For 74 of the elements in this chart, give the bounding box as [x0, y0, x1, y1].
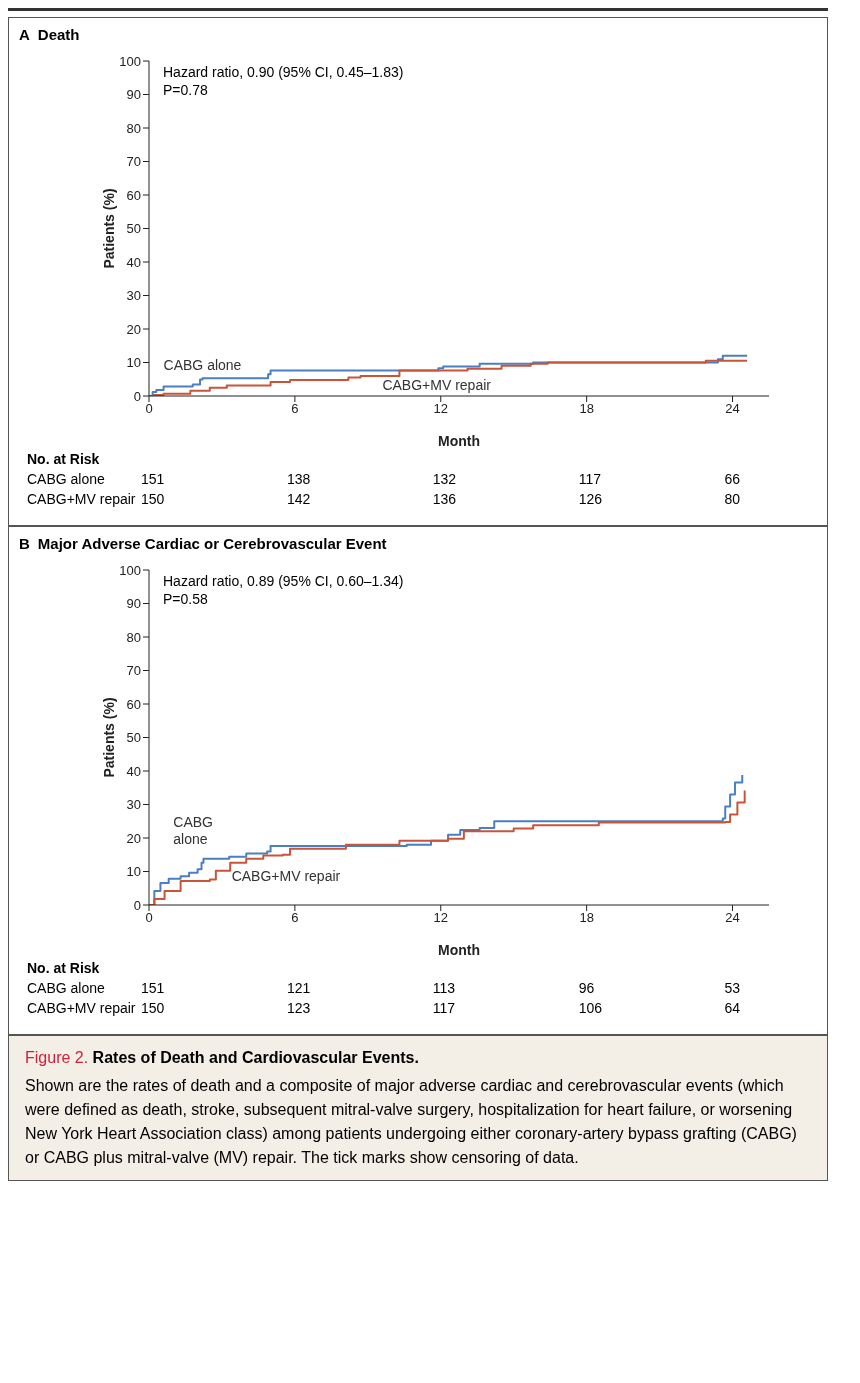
- text: 113: [432, 980, 456, 996]
- x-tick-label: 0: [145, 401, 153, 417]
- y-tick-label: 60: [126, 187, 141, 203]
- y-tick-label: 80: [126, 120, 141, 136]
- text: 136: [432, 491, 457, 507]
- series-label: CABG+MV repair: [382, 377, 492, 395]
- text: CABG alone: [27, 980, 105, 996]
- text: 126: [578, 491, 602, 507]
- text: 117: [578, 471, 601, 487]
- text: 138: [286, 471, 311, 487]
- y-tick-label: 90: [126, 87, 141, 103]
- text: 151: [141, 980, 165, 996]
- y-tick-label: 20: [126, 830, 141, 846]
- text: 106: [578, 1000, 602, 1016]
- y-tick-label: 50: [126, 221, 141, 237]
- text: No. at Risk: [27, 451, 100, 467]
- y-tick-label: 30: [126, 288, 141, 304]
- annotation: Hazard ratio, 0.90 (95% CI, 0.45–1.83): [163, 63, 404, 81]
- y-axis-title: Patients (%): [100, 697, 117, 778]
- x-tick-label: 6: [291, 910, 299, 926]
- series-label: CABG alone: [163, 357, 243, 375]
- text: 117: [432, 1000, 456, 1016]
- x-axis-title: Month: [438, 433, 480, 449]
- text: 151: [141, 471, 165, 487]
- y-tick-label: 60: [126, 696, 141, 712]
- x-tick-label: 24: [725, 910, 740, 926]
- text: CABG+MV repair: [27, 1000, 136, 1016]
- y-tick-label: 80: [126, 629, 141, 645]
- series-label: CABG+MV repair: [231, 868, 342, 886]
- y-tick-label: 30: [126, 797, 141, 813]
- text: 132: [432, 471, 457, 487]
- chart-title: B Major Adverse Cardiac or Cerebrovascular Event: [19, 535, 388, 552]
- y-tick-label: 40: [126, 254, 141, 270]
- x-tick-label: 18: [579, 910, 594, 926]
- text: 121: [286, 980, 311, 996]
- y-tick-label: 70: [126, 154, 141, 170]
- text: 66: [724, 471, 741, 487]
- text: CABG+MV repair: [27, 491, 136, 507]
- y-tick-label: 50: [126, 730, 141, 746]
- y-tick-label: 0: [133, 388, 141, 404]
- y-tick-label: 90: [126, 596, 141, 612]
- text: 96: [578, 980, 595, 996]
- y-tick-label: 10: [126, 864, 141, 880]
- x-tick-label: 18: [579, 401, 594, 417]
- x-tick-label: 12: [433, 401, 448, 417]
- chart-title: A Death: [19, 26, 81, 43]
- text: No. at Risk: [27, 960, 100, 976]
- y-tick-label: 70: [126, 663, 141, 679]
- text: 142: [286, 491, 311, 507]
- y-tick-label: 20: [126, 321, 141, 337]
- x-tick-label: 0: [145, 910, 153, 926]
- text: 64: [724, 1000, 741, 1016]
- x-tick-label: 12: [433, 910, 448, 926]
- x-tick-label: 24: [725, 401, 740, 417]
- y-tick-label: 10: [126, 355, 141, 371]
- x-tick-label: 6: [291, 401, 299, 417]
- text: Shown are the rates of death and a composite of major adverse cardiac and cerebrovascular events (which were defined as death, stroke, subsequent mitral-valve surgery, hospitalization for heart failure, or worsening New York Heart Association class) among patients undergoing either coronary-artery bypass grafting (CABG) or CABG plus mitral-valve (MV) repair. The tick marks show censoring of data.: [25, 1076, 798, 1168]
- text: 150: [141, 1000, 165, 1016]
- annotation: Hazard ratio, 0.89 (95% CI, 0.60–1.34): [163, 572, 404, 590]
- text: 53: [724, 980, 741, 996]
- x-axis-title: Month: [438, 942, 480, 958]
- text: CABG alone: [27, 471, 105, 487]
- text: 80: [724, 491, 741, 507]
- text: 150: [141, 491, 165, 507]
- text: 123: [286, 1000, 311, 1016]
- y-axis-title: Patients (%): [100, 188, 117, 269]
- series-label: CABG alone: [173, 814, 214, 849]
- annotation: P=0.78: [163, 81, 209, 99]
- y-tick-label: 100: [119, 562, 141, 578]
- text: Figure 2. Rates of Death and Cardiovascular Events.: [25, 1048, 420, 1068]
- y-tick-label: 40: [126, 763, 141, 779]
- y-tick-label: 0: [133, 897, 141, 913]
- y-tick-label: 100: [119, 53, 141, 69]
- annotation: P=0.58: [163, 590, 209, 608]
